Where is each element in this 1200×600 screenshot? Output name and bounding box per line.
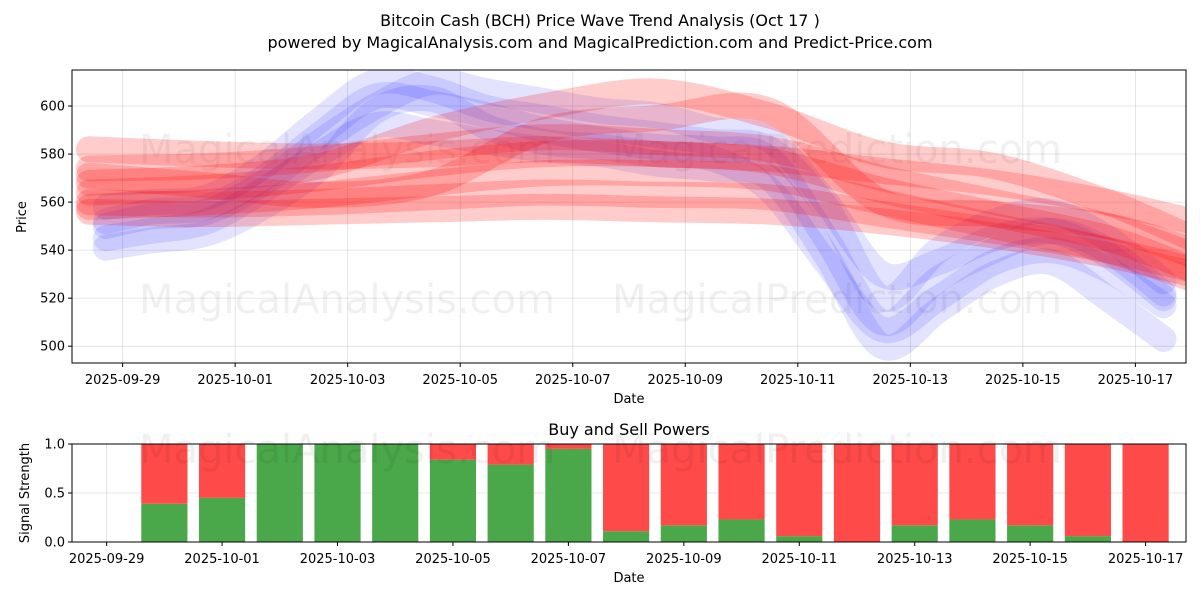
price-wave-band <box>75 136 1186 234</box>
power-x-label: Date <box>613 571 644 586</box>
price-y-tick-label: 600 <box>40 100 65 115</box>
price-wave-band <box>92 70 1177 312</box>
power-x-tick-label: 2025-10-09 <box>646 552 722 567</box>
buy-power-bar <box>660 525 707 542</box>
power-x-tick-label: 2025-09-29 <box>69 552 145 567</box>
power-x-ticks: 2025-09-29 2025-10-01 2025-10-03 2025-10-05… <box>69 542 1184 567</box>
price-wave-band <box>92 84 1177 344</box>
price-wave-band <box>75 179 1186 282</box>
price-wave-band <box>75 159 1186 291</box>
power-x-tick-label: 2025-10-03 <box>300 552 376 567</box>
buy-power-bar <box>718 519 765 542</box>
power-y-tick-label: 0.0 <box>44 536 65 551</box>
power-title: Buy and Sell Powers <box>548 420 710 439</box>
buy-power-bar <box>891 525 938 542</box>
buy-power-bar <box>372 444 419 542</box>
price-y-tick-label: 580 <box>40 148 65 163</box>
buy-power-bar <box>776 536 823 542</box>
price-x-tick-label: 2025-10-01 <box>197 373 273 388</box>
sell-power-bar <box>198 444 246 498</box>
price-wave-band <box>75 124 1186 267</box>
power-bars <box>141 444 1169 542</box>
price-x-tick-label: 2025-10-03 <box>310 373 386 388</box>
price-bands <box>75 70 1186 361</box>
power-watermarks: MagicalAnalysis.com MagicalPrediction.co… <box>139 427 1062 473</box>
power-x-tick-label: 2025-10-07 <box>531 552 607 567</box>
chart-subtitle: powered by MagicalAnalysis.com and Magic… <box>267 33 932 52</box>
watermark-analysis: MagicalAnalysis.com <box>139 127 555 173</box>
power-y-ticks: 0.0 0.5 1.0 <box>44 438 72 551</box>
sell-power-bar <box>141 444 188 504</box>
price-y-label: Price <box>15 201 30 233</box>
watermark-prediction: MagicalPrediction.com <box>612 277 1062 323</box>
price-watermarks: MagicalAnalysis.com MagicalPrediction.co… <box>139 127 1062 323</box>
buy-power-bar <box>314 444 361 542</box>
power-x-tick-label: 2025-10-11 <box>761 552 837 567</box>
price-wave-band <box>92 70 1177 312</box>
power-plot: Buy and Sell Powers MagicalAnalysis.com … <box>18 420 1187 586</box>
price-x-tick-label: 2025-10-13 <box>873 373 949 388</box>
price-wave-band <box>75 78 1186 250</box>
price-x-tick-label: 2025-10-17 <box>1098 373 1174 388</box>
watermark-analysis: MagicalAnalysis.com <box>139 427 555 473</box>
power-x-tick-label: 2025-10-05 <box>415 552 491 567</box>
buy-power-bar <box>603 531 650 542</box>
price-y-tick-label: 520 <box>40 292 65 307</box>
price-grid <box>72 70 1186 363</box>
price-y-ticks: 500 520 540 560 580 600 <box>40 100 72 355</box>
buy-power-bar <box>141 503 188 542</box>
power-x-tick-label: 2025-10-13 <box>877 552 953 567</box>
sell-power-bar <box>833 444 881 542</box>
sell-power-bar <box>718 444 765 520</box>
power-y-label: Signal Strength <box>18 443 33 543</box>
buy-power-bar <box>1007 525 1054 542</box>
watermark-prediction: MagicalPrediction.com <box>612 127 1062 173</box>
buy-power-bar <box>487 464 534 542</box>
power-x-tick-label: 2025-10-17 <box>1108 552 1184 567</box>
sell-power-bar <box>487 444 534 465</box>
sell-power-bar <box>776 444 823 537</box>
price-x-tick-label: 2025-10-15 <box>985 373 1061 388</box>
price-wave-band <box>75 140 1186 282</box>
price-x-label: Date <box>613 392 644 407</box>
sell-power-bar <box>949 444 996 520</box>
price-x-tick-label: 2025-10-11 <box>760 373 836 388</box>
price-x-ticks: 2025-09-29 2025-10-01 2025-10-03 2025-10-05… <box>85 363 1173 388</box>
power-y-tick-label: 0.5 <box>44 487 65 502</box>
chart-title: Bitcoin Cash (BCH) Price Wave Trend Anal… <box>380 11 820 30</box>
sell-power-bar <box>603 444 650 532</box>
price-wave-band <box>75 92 1186 262</box>
sell-power-bar <box>545 444 592 449</box>
price-y-tick-label: 500 <box>40 340 65 355</box>
buy-power-bar <box>256 444 303 542</box>
power-x-tick-label: 2025-10-01 <box>184 552 260 567</box>
price-wave-band <box>92 81 1177 336</box>
sell-power-bar <box>660 444 707 526</box>
price-plot: MagicalAnalysis.com MagicalPrediction.co… <box>15 69 1187 407</box>
price-y-tick-label: 540 <box>40 244 65 259</box>
buy-power-bar <box>1064 536 1111 542</box>
sell-power-bar <box>1007 444 1054 526</box>
sell-power-bar <box>1064 444 1111 537</box>
buy-power-bar <box>429 459 477 542</box>
buy-power-bar <box>198 497 246 542</box>
price-x-tick-label: 2025-10-07 <box>535 373 611 388</box>
price-x-tick-label: 2025-10-09 <box>647 373 723 388</box>
price-y-tick-label: 560 <box>40 196 65 211</box>
sell-power-bar <box>1122 444 1169 542</box>
sell-power-bar <box>891 444 938 526</box>
price-plot-frame <box>71 69 1187 364</box>
price-wave-band <box>75 193 1186 287</box>
watermark-prediction: MagicalPrediction.com <box>612 427 1062 473</box>
buy-power-bar <box>545 448 592 542</box>
power-x-tick-label: 2025-10-15 <box>992 552 1068 567</box>
watermark-analysis: MagicalAnalysis.com <box>139 277 555 323</box>
power-y-tick-label: 1.0 <box>44 438 65 453</box>
price-wave-band <box>92 111 1177 361</box>
price-x-tick-label: 2025-10-05 <box>422 373 498 388</box>
price-x-tick-label: 2025-09-29 <box>85 373 161 388</box>
buy-power-bar <box>949 519 996 542</box>
sell-power-bar <box>429 444 477 460</box>
